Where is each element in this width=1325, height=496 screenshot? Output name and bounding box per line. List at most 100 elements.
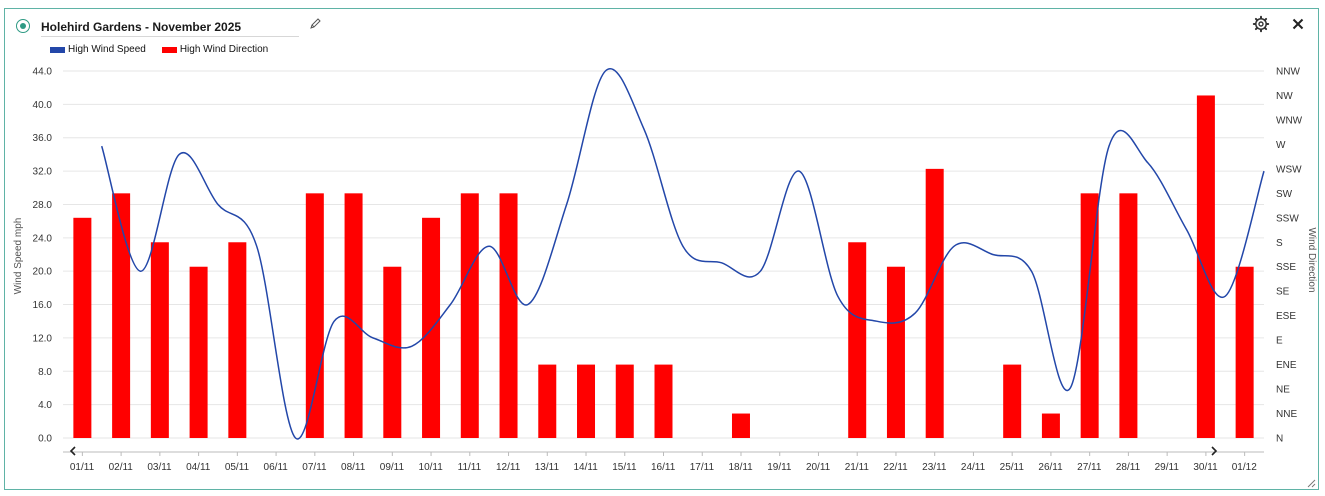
- direction-bar[interactable]: [228, 242, 247, 438]
- wind-speed-point[interactable]: [874, 319, 879, 324]
- wind-speed-point[interactable]: [990, 252, 995, 257]
- direction-bar[interactable]: [1119, 193, 1138, 438]
- direction-bar[interactable]: [577, 364, 596, 438]
- x-tick-label: 05/11: [225, 462, 250, 473]
- x-tick-label: 08/11: [341, 462, 366, 473]
- wind-speed-point[interactable]: [1145, 160, 1150, 165]
- direction-bar[interactable]: [925, 168, 944, 438]
- gear-icon[interactable]: [1252, 15, 1270, 33]
- x-tick-label: 09/11: [380, 462, 405, 473]
- y2-tick-label: SW: [1276, 189, 1293, 200]
- x-tick-label: 18/11: [728, 462, 753, 473]
- y2-tick-label: NE: [1276, 385, 1290, 396]
- direction-bar[interactable]: [422, 217, 441, 438]
- wind-speed-point[interactable]: [603, 69, 608, 74]
- wind-speed-point[interactable]: [1029, 269, 1034, 274]
- direction-bar[interactable]: [1235, 266, 1254, 438]
- direction-bar[interactable]: [383, 266, 402, 438]
- direction-bar[interactable]: [615, 364, 634, 438]
- direction-bar[interactable]: [189, 266, 208, 438]
- wind-speed-point[interactable]: [1107, 144, 1112, 149]
- direction-bar[interactable]: [848, 242, 867, 438]
- wind-speed-point[interactable]: [719, 260, 724, 265]
- x-tick-label: 01/12: [1232, 462, 1257, 473]
- scroll-left-icon[interactable]: [69, 446, 76, 456]
- y-tick-label: 28.0: [33, 200, 53, 211]
- wind-speed-point[interactable]: [1223, 294, 1228, 299]
- wind-speed-point[interactable]: [642, 127, 647, 132]
- wind-speed-point[interactable]: [952, 244, 957, 249]
- direction-bar[interactable]: [112, 193, 131, 438]
- y2-tick-label: N: [1276, 434, 1283, 445]
- direction-bar[interactable]: [305, 193, 324, 438]
- legend-item-direction[interactable]: High Wind Direction: [161, 44, 268, 55]
- direction-bar[interactable]: [73, 217, 92, 438]
- status-dot-icon[interactable]: [16, 19, 30, 33]
- wind-speed-point[interactable]: [564, 202, 569, 207]
- direction-bar[interactable]: [1041, 413, 1060, 438]
- direction-bar[interactable]: [886, 266, 905, 438]
- direction-bar[interactable]: [731, 413, 750, 438]
- wind-speed-point[interactable]: [215, 202, 220, 207]
- wind-speed-point[interactable]: [370, 335, 375, 340]
- direction-bar[interactable]: [1003, 364, 1022, 438]
- y-tick-label: 8.0: [38, 367, 52, 378]
- direction-bar[interactable]: [150, 242, 169, 438]
- wind-speed-line[interactable]: [100, 68, 1265, 440]
- wind-speed-point[interactable]: [332, 319, 337, 324]
- legend: High Wind Speed High Wind Direction: [50, 44, 284, 55]
- wind-speed-point[interactable]: [487, 244, 492, 249]
- wind-speed-point[interactable]: [99, 144, 104, 149]
- y-tick-label: 4.0: [38, 400, 52, 411]
- direction-bar[interactable]: [344, 193, 363, 438]
- scroll-right-icon[interactable]: [1211, 446, 1218, 456]
- y-tick-label: 32.0: [33, 167, 53, 178]
- wind-speed-point[interactable]: [138, 269, 143, 274]
- close-icon[interactable]: [1290, 16, 1306, 32]
- wind-speed-point[interactable]: [797, 169, 802, 174]
- y2-tick-label: W: [1276, 140, 1286, 151]
- y2-tick-label: WSW: [1276, 164, 1302, 175]
- direction-bar[interactable]: [654, 364, 673, 438]
- x-tick-label: 17/11: [690, 462, 715, 473]
- direction-bar[interactable]: [1196, 95, 1215, 438]
- wind-speed-point[interactable]: [448, 302, 453, 307]
- wind-speed-point[interactable]: [1068, 385, 1073, 390]
- x-tick-label: 21/11: [845, 462, 870, 473]
- wind-speed-point[interactable]: [293, 436, 298, 441]
- x-tick-label: 24/11: [961, 462, 986, 473]
- wind-speed-point[interactable]: [409, 344, 414, 349]
- y2-axis-title: Wind Direction: [1306, 227, 1317, 292]
- y-tick-label: 44.0: [33, 67, 53, 78]
- pencil-icon[interactable]: [308, 17, 322, 31]
- legend-item-speed[interactable]: High Wind Speed: [50, 44, 146, 55]
- x-tick-label: 10/11: [419, 462, 444, 473]
- wind-speed-point[interactable]: [1262, 169, 1267, 174]
- x-tick-label: 12/11: [496, 462, 521, 473]
- title-input[interactable]: [41, 15, 299, 37]
- x-tick-label: 07/11: [302, 462, 327, 473]
- direction-bar[interactable]: [499, 193, 518, 438]
- x-tick-label: 01/11: [70, 462, 95, 473]
- direction-bar[interactable]: [460, 193, 479, 438]
- wind-speed-point[interactable]: [525, 302, 530, 307]
- x-tick-label: 20/11: [806, 462, 831, 473]
- wind-speed-point[interactable]: [254, 244, 259, 249]
- wind-speed-point[interactable]: [1184, 227, 1189, 232]
- y2-tick-label: NNE: [1276, 409, 1297, 420]
- resize-handle-icon[interactable]: [1306, 478, 1316, 488]
- wind-speed-point[interactable]: [758, 269, 763, 274]
- x-tick-label: 26/11: [1038, 462, 1063, 473]
- direction-bar[interactable]: [1080, 193, 1099, 438]
- legend-label-speed: High Wind Speed: [68, 44, 146, 55]
- wind-speed-point[interactable]: [177, 152, 182, 157]
- wind-speed-point[interactable]: [680, 244, 685, 249]
- wind-speed-point[interactable]: [835, 294, 840, 299]
- x-tick-label: 11/11: [458, 462, 482, 473]
- x-tick-label: 27/11: [1077, 462, 1102, 473]
- y2-tick-label: ENE: [1276, 360, 1297, 371]
- y2-tick-label: ESE: [1276, 311, 1296, 322]
- wind-speed-point[interactable]: [913, 310, 918, 315]
- y2-tick-label: S: [1276, 238, 1283, 249]
- direction-bar[interactable]: [538, 364, 557, 438]
